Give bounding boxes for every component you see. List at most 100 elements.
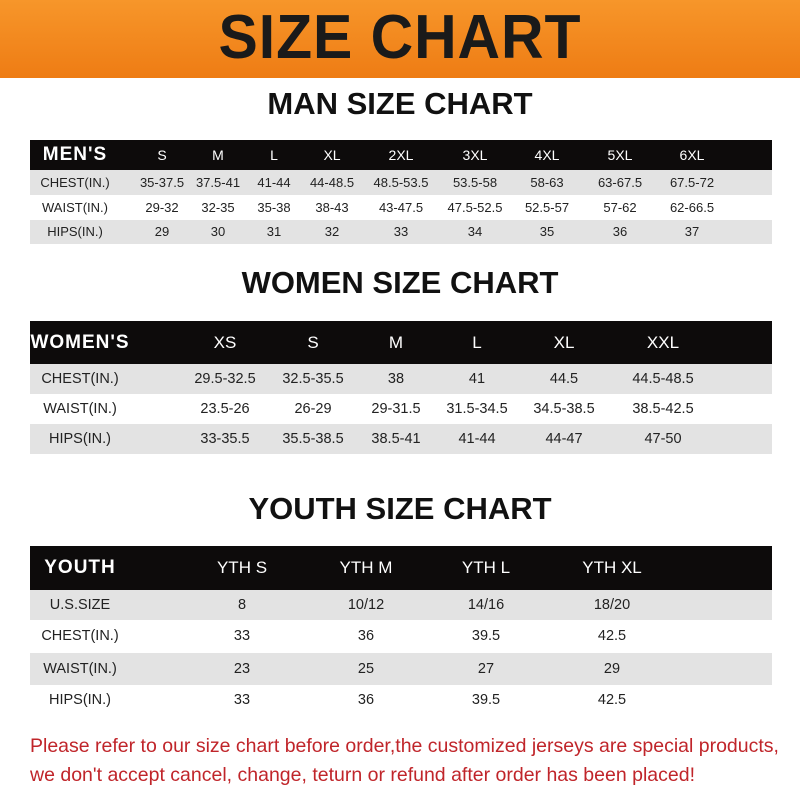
table-cell: 23.5-26 (200, 401, 250, 417)
table-cell: 32 (324, 224, 340, 239)
notice-line-1: Please refer to our size chart before or… (30, 735, 779, 757)
table-cell: 30 (210, 224, 226, 239)
table-cell: 47-50 (644, 431, 682, 447)
row-label: HIPS(IN.) (48, 431, 112, 447)
table-cell: 34.5-38.5 (533, 401, 595, 417)
table-cell: 38.5-42.5 (632, 401, 694, 417)
men-section-title: MAN SIZE CHART (267, 86, 533, 121)
table-cell: 5XL (607, 147, 633, 163)
table-row: HIPS(IN.) 29 30 31 32 33 34 35 36 37 (30, 220, 772, 244)
table-cell: M (212, 147, 224, 163)
table-row: WAIST(IN.) 29-32 32-35 35-38 38-43 43-47.5 47.… (30, 195, 772, 220)
row-label: CHEST(IN.) (41, 371, 119, 387)
row-label: YOUTH (44, 557, 116, 578)
table-cell: 33 (393, 224, 409, 239)
table-cell: 44.5 (549, 371, 579, 387)
table-cell: 44.5-48.5 (632, 371, 694, 387)
table-cell: 63-67.5 (597, 175, 643, 190)
table-cell: 29.5-32.5 (194, 371, 256, 387)
row-label: CHEST(IN.) (40, 175, 110, 190)
table-cell: 27 (477, 661, 495, 677)
table-cell: XL (553, 333, 575, 352)
table-cell: 41-44 (257, 175, 291, 190)
table-cell: 38 (387, 371, 405, 387)
table-row: WAIST(IN.) 23 25 27 29 (30, 653, 772, 685)
notice-line-2: we don't accept cancel, change, teturn o… (30, 764, 695, 786)
table-cell: 33-35.5 (200, 431, 250, 447)
table-cell: 67.5-72 (669, 175, 715, 190)
table-cell: 42.5 (597, 628, 627, 644)
youth-size-table: YOUTH YTH S YTH M YTH L YTH XL U.S.SIZE 8 10/12… (30, 546, 772, 716)
table-row: WAIST(IN.) 23.5-26 26-29 29-31.5 31.5-34.5 34… (30, 394, 772, 424)
table-row: U.S.SIZE 8 10/12 14/16 18/20 (30, 590, 772, 620)
row-label: U.S.SIZE (49, 597, 111, 613)
table-cell: 35-38 (257, 200, 291, 215)
table-cell: 32.5-35.5 (282, 371, 344, 387)
table-cell: 39.5 (471, 628, 501, 644)
banner: SIZE CHART (0, 0, 800, 78)
table-cell: 47.5-52.5 (447, 200, 503, 215)
table-cell: XS (213, 333, 237, 352)
table-cell: 23 (233, 661, 251, 677)
table-cell: 14/16 (467, 597, 505, 613)
table-cell: 62-66.5 (669, 200, 715, 215)
table-cell: 33 (233, 628, 251, 644)
table-cell: 35 (539, 224, 555, 239)
table-cell: 3XL (462, 147, 488, 163)
table-cell: 42.5 (597, 692, 627, 708)
table-cell: S (157, 147, 167, 163)
men-size-table: MEN'S S M L XL 2XL 3XL 4XL 5XL 6XL CHEST(IN.) 35-37… (30, 140, 772, 244)
table-row: CHEST(IN.) 29.5-32.5 32.5-35.5 38 41 44.5 44.5… (30, 364, 772, 394)
women-section-title: WOMEN SIZE CHART (241, 265, 559, 300)
table-cell: 18/20 (593, 597, 631, 613)
table-cell: 52.5-57 (524, 200, 570, 215)
table-cell: L (270, 147, 278, 163)
row-label: WAIST(IN.) (43, 401, 117, 417)
table-cell: 44-47 (545, 431, 583, 447)
table-cell: 2XL (388, 147, 414, 163)
youth-section-title: YOUTH SIZE CHART (248, 491, 552, 526)
table-cell: 43-47.5 (378, 200, 424, 215)
table-header-row: MEN'S S M L XL 2XL 3XL 4XL 5XL 6XL (30, 140, 772, 170)
table-row: HIPS(IN.) 33 36 39.5 42.5 (30, 685, 772, 716)
table-cell: YTH XL (582, 558, 642, 577)
table-header-row: WOMEN'S XS S M L XL XXL (30, 321, 772, 364)
table-cell: 29 (603, 661, 621, 677)
table-cell: YTH S (216, 558, 268, 577)
table-cell: 29-32 (145, 200, 179, 215)
table-cell: 57-62 (603, 200, 637, 215)
table-cell: XXL (646, 333, 680, 352)
row-label: HIPS(IN.) (47, 224, 103, 239)
row-label: HIPS(IN.) (48, 692, 112, 708)
table-cell: 36 (357, 692, 375, 708)
banner-title: SIZE CHART (218, 3, 582, 72)
table-cell: 35-37.5 (139, 175, 185, 190)
table-cell: 34 (467, 224, 483, 239)
row-label: WOMEN'S (30, 332, 130, 353)
row-label: MEN'S (42, 144, 108, 165)
row-label: WAIST(IN.) (43, 661, 117, 677)
table-cell: 37 (684, 224, 700, 239)
table-cell: 33 (233, 692, 251, 708)
table-cell: 26-29 (294, 401, 332, 417)
table-cell: 29 (154, 224, 170, 239)
table-cell: 38-43 (315, 200, 349, 215)
table-cell: 36 (612, 224, 628, 239)
table-cell: XL (323, 147, 341, 163)
table-cell: 25 (357, 661, 375, 677)
women-size-table: WOMEN'S XS S M L XL XXL CHEST(IN.) 29.5-32.5 32.5… (30, 321, 772, 454)
table-cell: 37.5-41 (195, 175, 241, 190)
table-cell: 41 (468, 371, 486, 387)
table-row: CHEST(IN.) 33 36 39.5 42.5 (30, 620, 772, 653)
table-cell: 8 (237, 597, 247, 613)
table-cell: 31 (266, 224, 282, 239)
table-cell: 4XL (534, 147, 560, 163)
table-cell: 39.5 (471, 692, 501, 708)
table-cell: M (388, 333, 404, 352)
table-cell: YTH M (339, 558, 393, 577)
table-cell: 41-44 (458, 431, 496, 447)
table-cell: 58-63 (530, 175, 564, 190)
row-label: CHEST(IN.) (41, 628, 119, 644)
table-cell: L (472, 333, 482, 352)
table-cell: S (307, 333, 319, 352)
